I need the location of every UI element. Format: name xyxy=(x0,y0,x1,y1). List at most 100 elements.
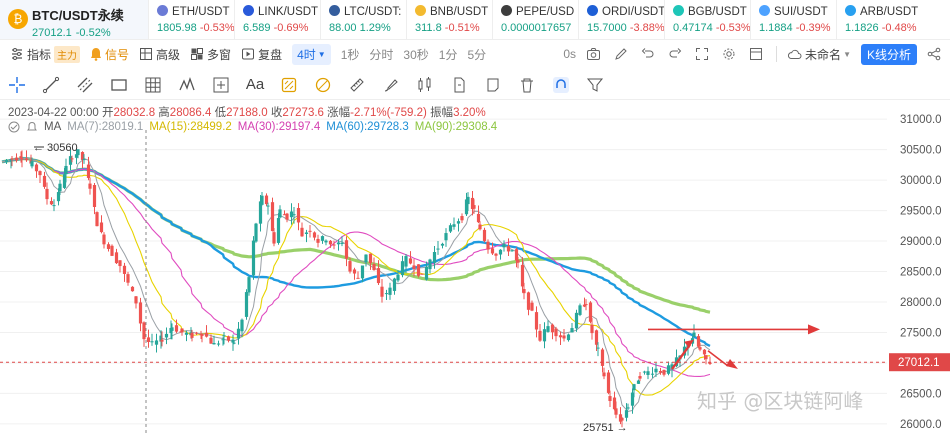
brush-tool[interactable] xyxy=(374,76,408,94)
ticker-item[interactable]: BNB/USDT 311.8 -0.51% xyxy=(406,0,492,39)
candle-body xyxy=(588,302,593,322)
candle-tool[interactable] xyxy=(408,76,442,94)
candle-body xyxy=(324,240,328,243)
low-value: 27188.0 xyxy=(226,107,268,119)
candle-body xyxy=(30,161,34,167)
camera-button[interactable] xyxy=(586,47,604,61)
ticker-bar: ₿ BTC/USDT永续 27012.1 -0.52% ETH/USDT 1805.… xyxy=(0,0,950,40)
coin-icon xyxy=(587,5,598,16)
trend-line-tool[interactable] xyxy=(34,76,68,94)
replay-icon xyxy=(242,48,255,60)
text-tool[interactable]: Aa xyxy=(238,76,272,93)
kline-analysis-button[interactable]: K线分析 xyxy=(860,43,917,65)
wave-tool[interactable] xyxy=(170,76,204,94)
candle-body xyxy=(130,286,135,292)
interval-30s[interactable]: 30秒 xyxy=(403,47,429,62)
measure-tool[interactable] xyxy=(204,76,238,94)
candle-body xyxy=(266,205,270,207)
redo-icon xyxy=(669,48,682,58)
candle-body xyxy=(404,256,408,267)
candle-body xyxy=(190,332,194,338)
grid-tool[interactable] xyxy=(136,76,170,94)
trash-tool[interactable] xyxy=(510,76,544,94)
filter-tool[interactable] xyxy=(578,76,612,94)
pattern-tool[interactable] xyxy=(272,76,306,94)
candle-body xyxy=(240,319,244,332)
fib-tool[interactable] xyxy=(306,76,340,94)
cloud-save-button[interactable]: 未命名 ▼ xyxy=(787,46,851,63)
candle-body xyxy=(476,213,481,223)
candle-body xyxy=(486,241,490,250)
unnamed-label: 未命名 xyxy=(805,47,842,62)
fullscreen-button[interactable] xyxy=(695,47,712,61)
multi-window-button[interactable]: 多窗 xyxy=(190,46,231,63)
coin-icon xyxy=(759,5,770,16)
candle-body xyxy=(584,304,588,306)
interval-4h[interactable]: 4时 ▼ xyxy=(292,43,331,65)
candle-body xyxy=(336,242,341,245)
candle-body xyxy=(490,248,495,254)
ticker-item[interactable]: BGB/USDT 0.47174 -0.53% xyxy=(664,0,750,39)
candle-body xyxy=(180,328,184,333)
edit-button[interactable] xyxy=(614,47,631,61)
replay-button[interactable]: 复盘 xyxy=(241,46,282,63)
interval-5m[interactable]: 5分 xyxy=(467,47,487,62)
ticker-change: -0.53% xyxy=(715,22,750,34)
ticker-item[interactable]: SUI/USDT 1.1884 -0.39% xyxy=(750,0,836,39)
rectangle-tool[interactable] xyxy=(102,76,136,94)
advanced-button[interactable]: 高级 xyxy=(139,46,180,63)
candle-body xyxy=(304,232,309,234)
ticker-item[interactable]: LTC/USDT: 88.00 1.29% xyxy=(320,0,406,39)
undo-button[interactable] xyxy=(641,47,658,61)
eye-icon[interactable] xyxy=(8,121,20,133)
candle-body xyxy=(470,197,475,210)
candle-body xyxy=(650,373,655,375)
ticker-item[interactable]: ORDI/USDT 15.7000 -3.88% xyxy=(578,0,664,39)
candle-body xyxy=(376,268,381,284)
ruler-tool[interactable] xyxy=(340,76,374,94)
candle-body xyxy=(282,214,287,216)
advanced-label: 高级 xyxy=(156,47,181,62)
candle-body xyxy=(466,196,470,205)
share-button[interactable] xyxy=(927,47,944,61)
settings-button[interactable] xyxy=(722,47,739,61)
indicator-button[interactable]: 指标 主力 xyxy=(10,45,81,63)
swing-value: 3.20% xyxy=(453,107,486,119)
candle-body xyxy=(118,260,122,267)
interval-1m[interactable]: 1分 xyxy=(438,47,458,62)
candle-body xyxy=(86,164,91,178)
ticker-item[interactable]: ARB/USDT 1.1826 -0.48% xyxy=(836,0,931,39)
ticker-item[interactable]: LINK/USDT 6.589 -0.69% xyxy=(234,0,320,39)
layout-button[interactable] xyxy=(749,47,766,61)
cloud-icon xyxy=(787,49,802,59)
open-value: 28032.8 xyxy=(113,107,156,119)
lock-tool[interactable] xyxy=(442,76,476,94)
signal-button[interactable]: 信号 xyxy=(90,46,129,63)
ticker-price: 1.1884 xyxy=(759,22,793,34)
candle-body xyxy=(698,347,702,350)
interval-time[interactable]: 分时 xyxy=(369,47,394,62)
candle-body xyxy=(296,208,301,223)
ticker-item[interactable]: ETH/USDT 1805.98 -0.53% xyxy=(148,0,234,39)
note-tool[interactable] xyxy=(476,76,510,94)
candle-body xyxy=(506,246,511,252)
candle-body xyxy=(289,211,294,218)
change-value: -2.71%(-759.2) xyxy=(350,107,427,119)
redo-button[interactable] xyxy=(668,47,685,61)
candle-body xyxy=(9,159,13,161)
candle-body xyxy=(638,376,642,379)
magnet-tool[interactable] xyxy=(544,76,578,94)
parallel-channel-tool[interactable] xyxy=(68,76,102,94)
crosshair-tool[interactable] xyxy=(0,76,34,94)
ticker-main-btc[interactable]: ₿ BTC/USDT永续 27012.1 -0.52% xyxy=(0,0,148,39)
ticker-symbol: PEPE/USD xyxy=(516,6,575,18)
bell-outline-icon[interactable] xyxy=(26,121,38,133)
ticker-item[interactable]: PEPE/USD 0.0000017657 xyxy=(492,0,578,39)
candle-body xyxy=(62,174,67,188)
candle-body xyxy=(530,302,534,311)
interval-1s[interactable]: 1秒 xyxy=(340,47,360,62)
ticker-change: -0.39% xyxy=(795,22,831,34)
candle-body xyxy=(562,335,566,339)
candlestick-chart[interactable]: 31000.0 30500.0 30000.0 29500.0 29000.0 28500… xyxy=(0,100,950,436)
candle-body xyxy=(464,199,469,215)
